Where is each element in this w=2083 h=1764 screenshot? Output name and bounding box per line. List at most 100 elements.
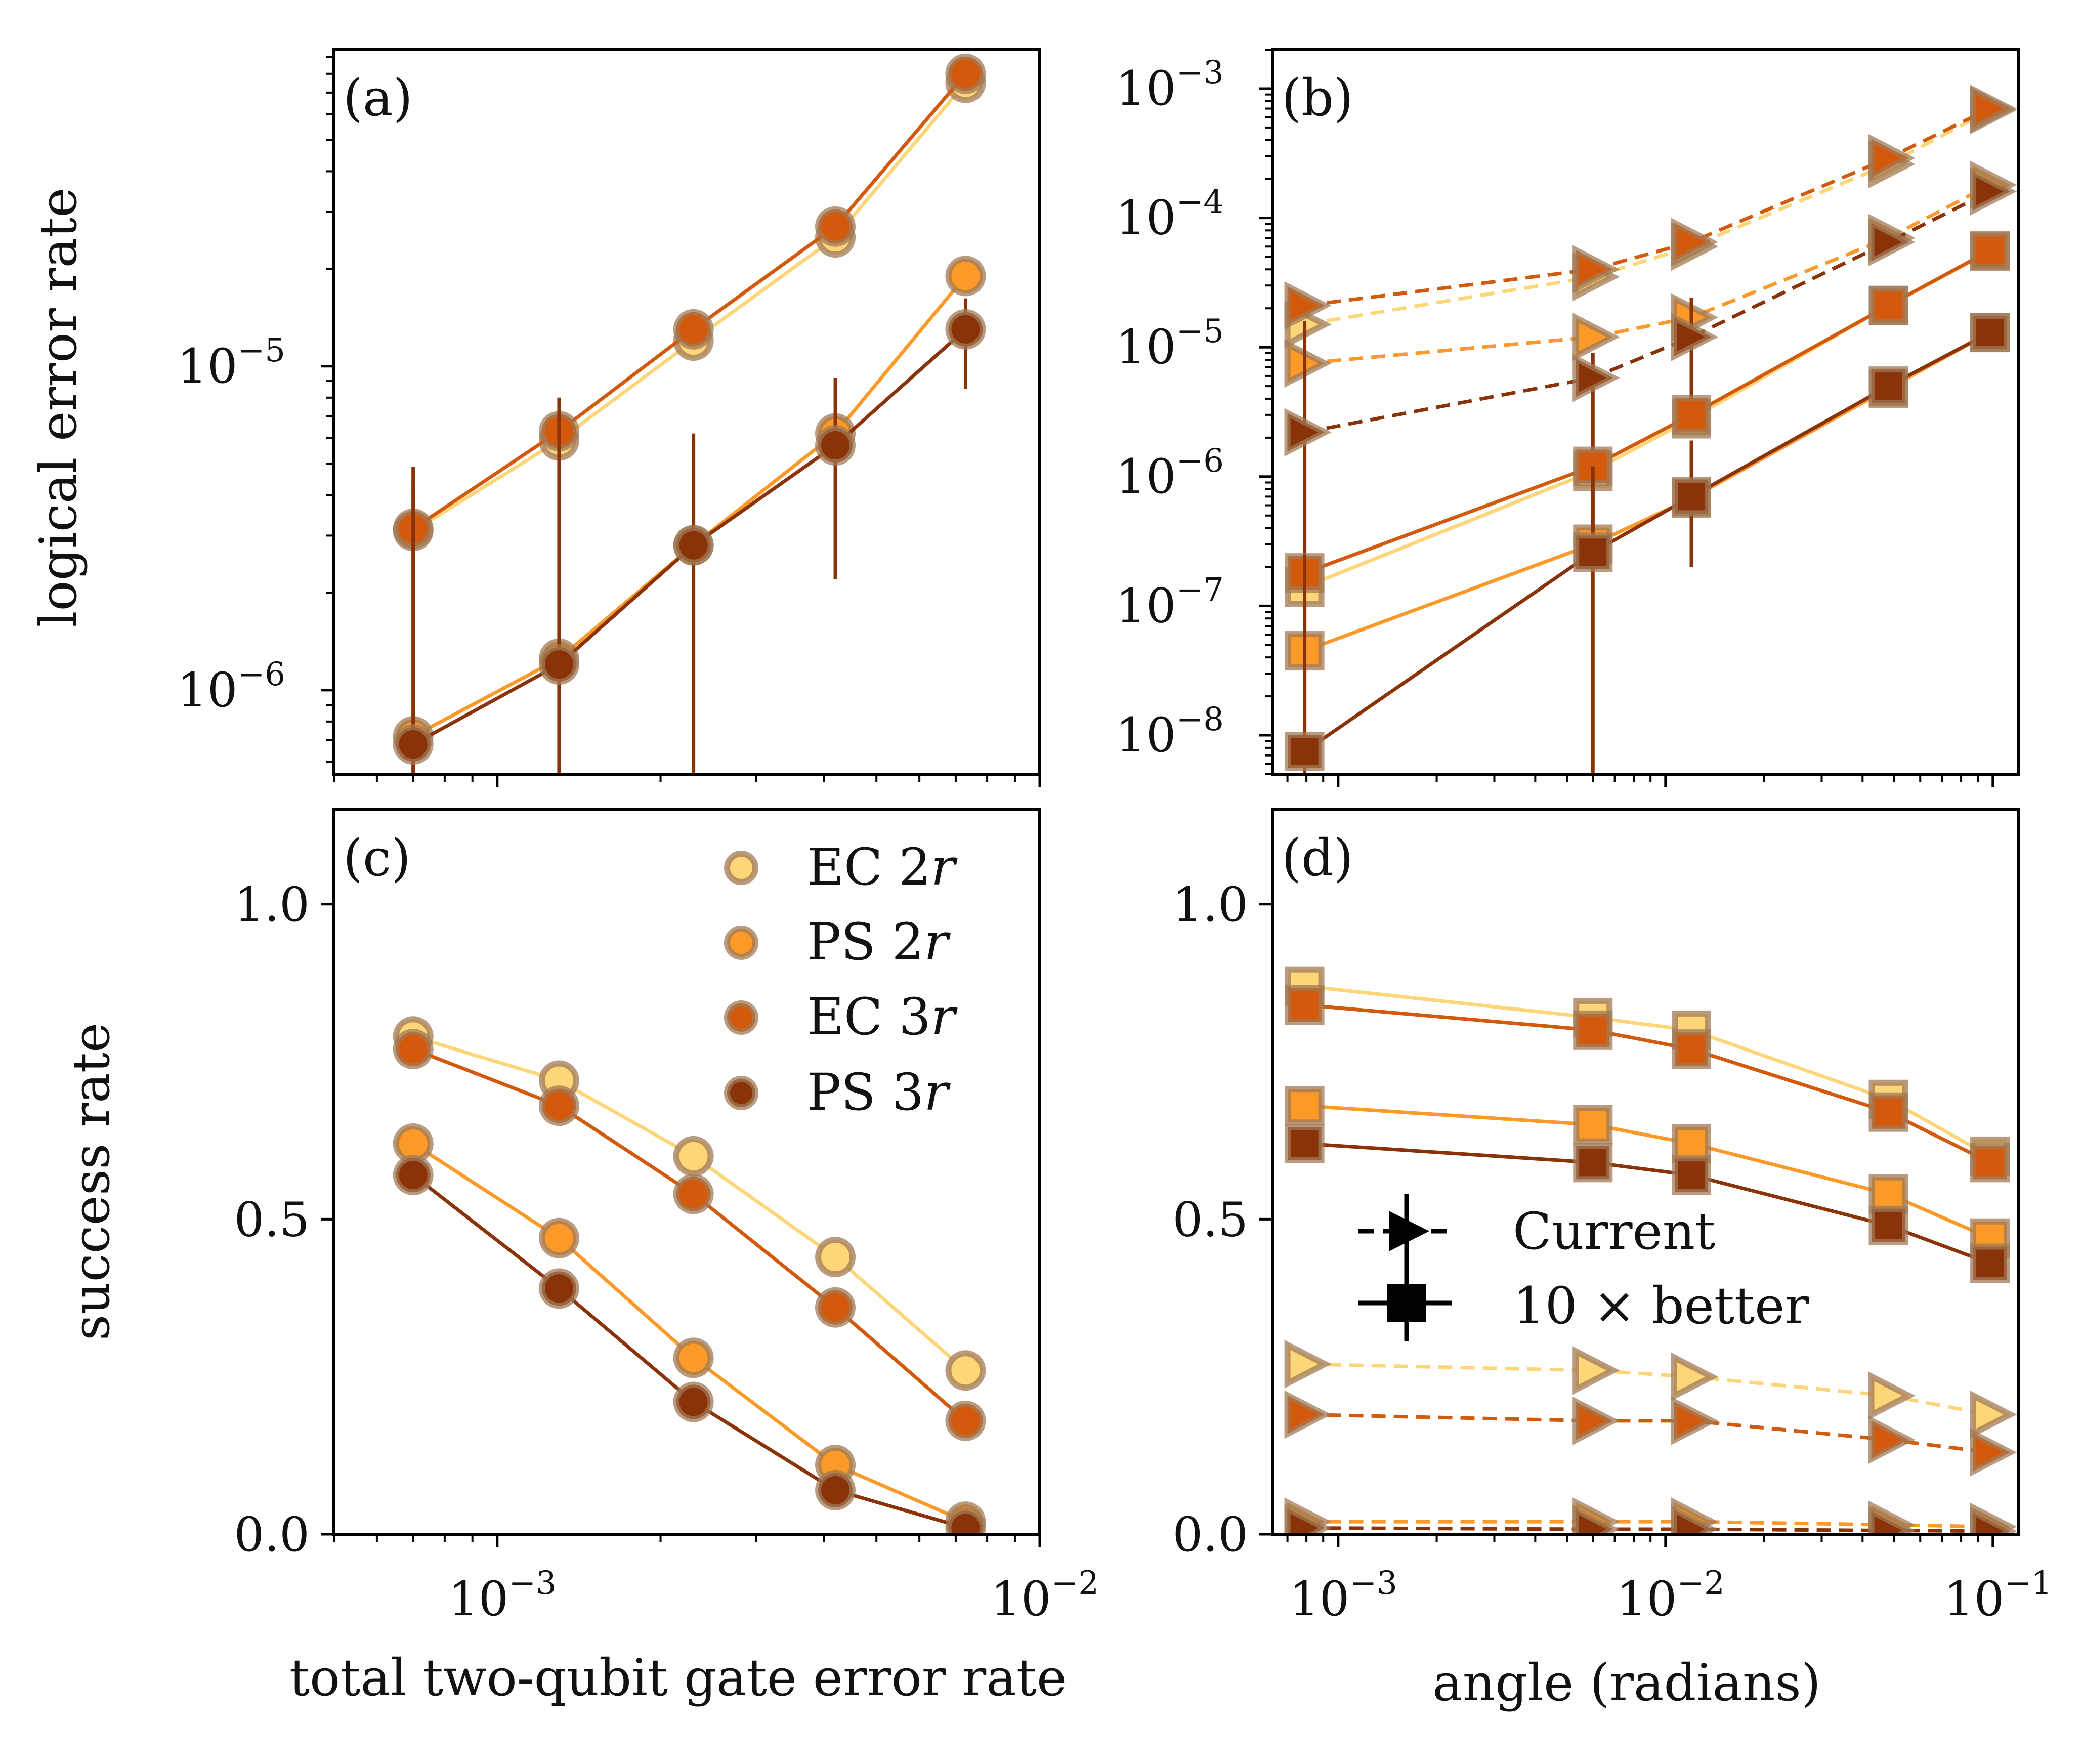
- legend-label-ps-3r: PS 3r: [807, 1063, 951, 1122]
- data-point: [1868, 134, 1916, 183]
- data-point: [1868, 1506, 1916, 1534]
- legend-marker-ps-3r: [724, 1076, 758, 1110]
- plot-area: [393, 53, 986, 774]
- data-point: [393, 1155, 434, 1196]
- panel-d: 10−3 10−2 10−1 0.0 0.5 1.0 (d): [1173, 808, 2052, 1627]
- series-ps-3r-current: [1284, 1503, 2017, 1534]
- data-point: [815, 425, 856, 466]
- series-line: [1304, 190, 1991, 434]
- data-point: [1868, 218, 1916, 267]
- y-tick-label: 1.0: [234, 877, 310, 933]
- y-tick-label: 10−5: [1116, 313, 1224, 375]
- data-point: [815, 206, 856, 247]
- y-tick-label: 10−3: [1116, 54, 1224, 116]
- data-point: [538, 1268, 579, 1309]
- legend-marker-ps-2r: [724, 926, 758, 960]
- series-line: [1304, 107, 1991, 308]
- panel-label: (b): [1282, 68, 1353, 128]
- legend-item-ps-2r: PS 2r: [724, 912, 951, 972]
- data-point: [1671, 313, 1719, 361]
- series-ec-2r-10x: [1285, 966, 2010, 1176]
- data-point: [1572, 1505, 1620, 1534]
- data-point: [945, 1507, 986, 1534]
- legend-label-current: Current: [1513, 1202, 1715, 1261]
- legend-label-ec-3r: EC 3r: [807, 987, 958, 1046]
- legend-marker-ec-3r: [724, 1000, 758, 1035]
- data-point: [1572, 353, 1620, 402]
- data-point: [673, 1173, 714, 1214]
- series-line: [1304, 183, 1991, 365]
- y-tick-label: 0.0: [234, 1507, 310, 1563]
- axes-frame: [332, 808, 1041, 1536]
- legend-item-ps-3r: PS 3r: [724, 1063, 951, 1122]
- data-point: [815, 1469, 856, 1510]
- y-tick-label: 10−6: [1116, 442, 1224, 505]
- plot-area: [393, 1016, 986, 1534]
- data-point: [1671, 1397, 1719, 1445]
- data-point: [1572, 313, 1620, 361]
- legend-d: Current 10 × better: [1358, 1194, 1809, 1341]
- data-point: [945, 1350, 986, 1391]
- axes-frame: [1271, 808, 2020, 1536]
- data-point: [393, 1029, 434, 1070]
- data-point: [538, 1085, 579, 1126]
- data-point: [1284, 1390, 1332, 1439]
- data-point: [1970, 167, 2017, 216]
- panel-a: 10−6 10−5 (a): [177, 48, 1041, 787]
- panel-c: 10−3 10−2 0.0 0.5 1.0 (c): [234, 808, 1099, 1627]
- y-tick-label: 10−7: [1116, 571, 1224, 634]
- data-point: [945, 309, 986, 350]
- data-point: [1671, 1505, 1719, 1534]
- data-point: [1970, 1390, 2017, 1439]
- x-axis: [333, 774, 1041, 787]
- data-point: [1573, 1143, 1613, 1183]
- data-point: [1970, 84, 2017, 133]
- series-ps-3r-10x: [1285, 1123, 2010, 1283]
- series-ec-3r-10x: [1285, 230, 2010, 593]
- data-point: [1970, 1506, 2017, 1534]
- data-point: [1868, 1371, 1916, 1420]
- data-point: [1572, 1346, 1620, 1395]
- triangle-right-icon: [1389, 1211, 1429, 1251]
- data-point: [1970, 1243, 2010, 1283]
- data-point: [673, 1381, 714, 1422]
- data-point: [945, 1400, 986, 1441]
- x-axis: 10−3 10−2: [333, 1534, 1099, 1627]
- y-axis: 0.0 0.5 1.0: [1173, 877, 1272, 1563]
- axes-frame: [332, 48, 1041, 776]
- series-ps-3r: [393, 298, 986, 774]
- x-tick-label: 10−3: [1289, 1565, 1397, 1627]
- x-axis: 10−3 10−2 10−1: [1286, 1534, 2052, 1627]
- y-tick-label: 1.0: [1173, 877, 1249, 933]
- data-point: [1970, 313, 2010, 353]
- series-ec-2r: [393, 62, 986, 552]
- data-point: [1573, 1010, 1613, 1050]
- series-ps-3r: [393, 1155, 986, 1534]
- data-point: [1672, 1029, 1712, 1069]
- series-ec-3r-10x: [1285, 985, 2010, 1183]
- y-axis: 10−8 10−7 10−6 10−5 10−4 10−3: [1116, 49, 1272, 775]
- data-point: [945, 53, 986, 94]
- y-tick-label: 10−8: [1116, 701, 1224, 763]
- plot-area: [1284, 84, 2017, 774]
- legend-label-ec-2r: EC 2r: [807, 837, 958, 897]
- data-point: [1672, 395, 1712, 435]
- series-ps-2r: [393, 1123, 986, 1534]
- data-point: [673, 1337, 714, 1378]
- data-point: [945, 256, 986, 297]
- y-tick-label: 10−6: [177, 656, 285, 718]
- y-tick-label: 0.0: [1173, 1507, 1249, 1563]
- x-tick-label: 10−3: [448, 1565, 557, 1627]
- data-point: [1672, 1155, 1712, 1195]
- y-axis: 0.0 0.5 1.0: [234, 877, 334, 1563]
- data-point: [1868, 366, 1908, 406]
- legend-item-better: 10 × better: [1358, 1266, 1809, 1341]
- data-point: [1868, 285, 1908, 325]
- x-tick-label: 10−1: [1944, 1565, 2052, 1627]
- data-point: [1284, 1339, 1332, 1389]
- legend-label-better: 10 × better: [1513, 1276, 1809, 1335]
- legend-marker-ec-2r: [724, 851, 758, 885]
- series-ec-3r: [393, 1029, 986, 1441]
- data-point: [1284, 408, 1332, 457]
- series-line: [412, 72, 967, 530]
